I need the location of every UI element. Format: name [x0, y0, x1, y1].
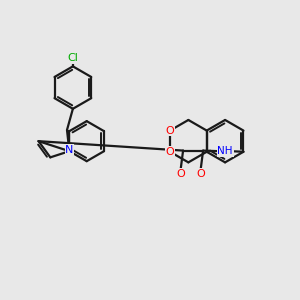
Text: NH: NH: [218, 146, 233, 156]
Text: O: O: [196, 169, 205, 179]
Text: N: N: [65, 145, 74, 155]
Text: O: O: [166, 147, 174, 157]
Text: O: O: [166, 126, 174, 136]
Text: O: O: [176, 169, 185, 179]
Text: Cl: Cl: [68, 53, 78, 63]
